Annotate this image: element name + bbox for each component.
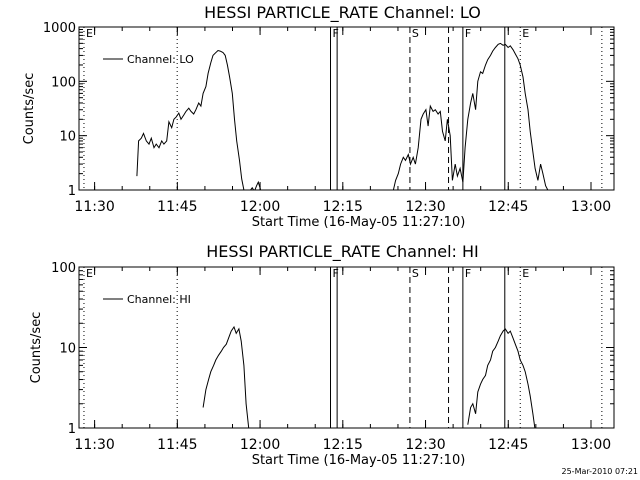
x-axis-label: Start Time (16-May-05 11:27:10) <box>252 215 466 230</box>
x-tick-label: 12:15 <box>323 199 363 215</box>
x-tick-label: 11:30 <box>74 437 114 453</box>
lo-channel-panel: HESSI PARTICLE_RATE Channel: LO 11:30 11:4… <box>22 3 615 230</box>
marker-label: E <box>86 27 93 40</box>
y-tick-label: 100 <box>51 75 76 90</box>
series-line <box>392 42 549 190</box>
marker-label: E <box>86 267 93 280</box>
plot-frame <box>78 266 615 429</box>
y-tick-label: 10 <box>59 130 76 145</box>
series-line <box>136 49 262 190</box>
chart-title: HESSI PARTICLE_RATE Channel: LO <box>204 3 481 23</box>
x-tick-label: 13:00 <box>571 437 611 453</box>
x-tick-label: 12:30 <box>405 437 445 453</box>
marker-label: S <box>412 27 419 40</box>
x-tick-label: 11:45 <box>157 199 197 215</box>
marker-label: E <box>522 27 529 40</box>
marker-label: F <box>465 27 471 40</box>
x-tick-label: 13:00 <box>571 199 611 215</box>
y-tick-label: 10 <box>59 342 76 357</box>
y-tick-label: 1 <box>68 422 76 437</box>
x-tick-label: 12:30 <box>405 199 445 215</box>
y-tick-label: 100 <box>51 261 76 276</box>
legend-label: Channel: LO <box>127 53 194 66</box>
y-tick-label: 1 <box>68 184 76 199</box>
x-tick-label: 12:00 <box>240 437 280 453</box>
x-tick-label: 12:45 <box>488 437 528 453</box>
y-axis-label: Counts/sec <box>29 312 44 384</box>
marker-label: F <box>333 27 339 40</box>
series-line <box>202 325 250 428</box>
marker-label: E <box>522 267 529 280</box>
plot-frame <box>78 26 615 191</box>
x-tick-label: 11:45 <box>157 437 197 453</box>
chart-title: HESSI PARTICLE_RATE Channel: HI <box>206 242 479 262</box>
y-tick-label: 1000 <box>43 21 76 36</box>
y-axis-label: Counts/sec <box>22 73 37 145</box>
series-line <box>467 328 536 428</box>
x-tick-label: 12:00 <box>240 199 280 215</box>
marker-label: S <box>412 267 419 280</box>
x-axis-label: Start Time (16-May-05 11:27:10) <box>252 453 466 468</box>
marker-label: F <box>465 267 471 280</box>
x-tick-label: 11:30 <box>74 199 114 215</box>
marker-label: F <box>333 267 339 280</box>
series-group <box>136 42 549 190</box>
legend-label: Channel: HI <box>127 293 191 306</box>
x-tick-label: 12:45 <box>488 199 528 215</box>
x-tick-label: 12:15 <box>323 437 363 453</box>
footer-timestamp: 25-Mar-2010 07:21 <box>562 467 639 476</box>
hi-channel-panel: HESSI PARTICLE_RATE Channel: HI 11:30 11:4… <box>29 242 615 468</box>
series-group <box>202 325 536 428</box>
